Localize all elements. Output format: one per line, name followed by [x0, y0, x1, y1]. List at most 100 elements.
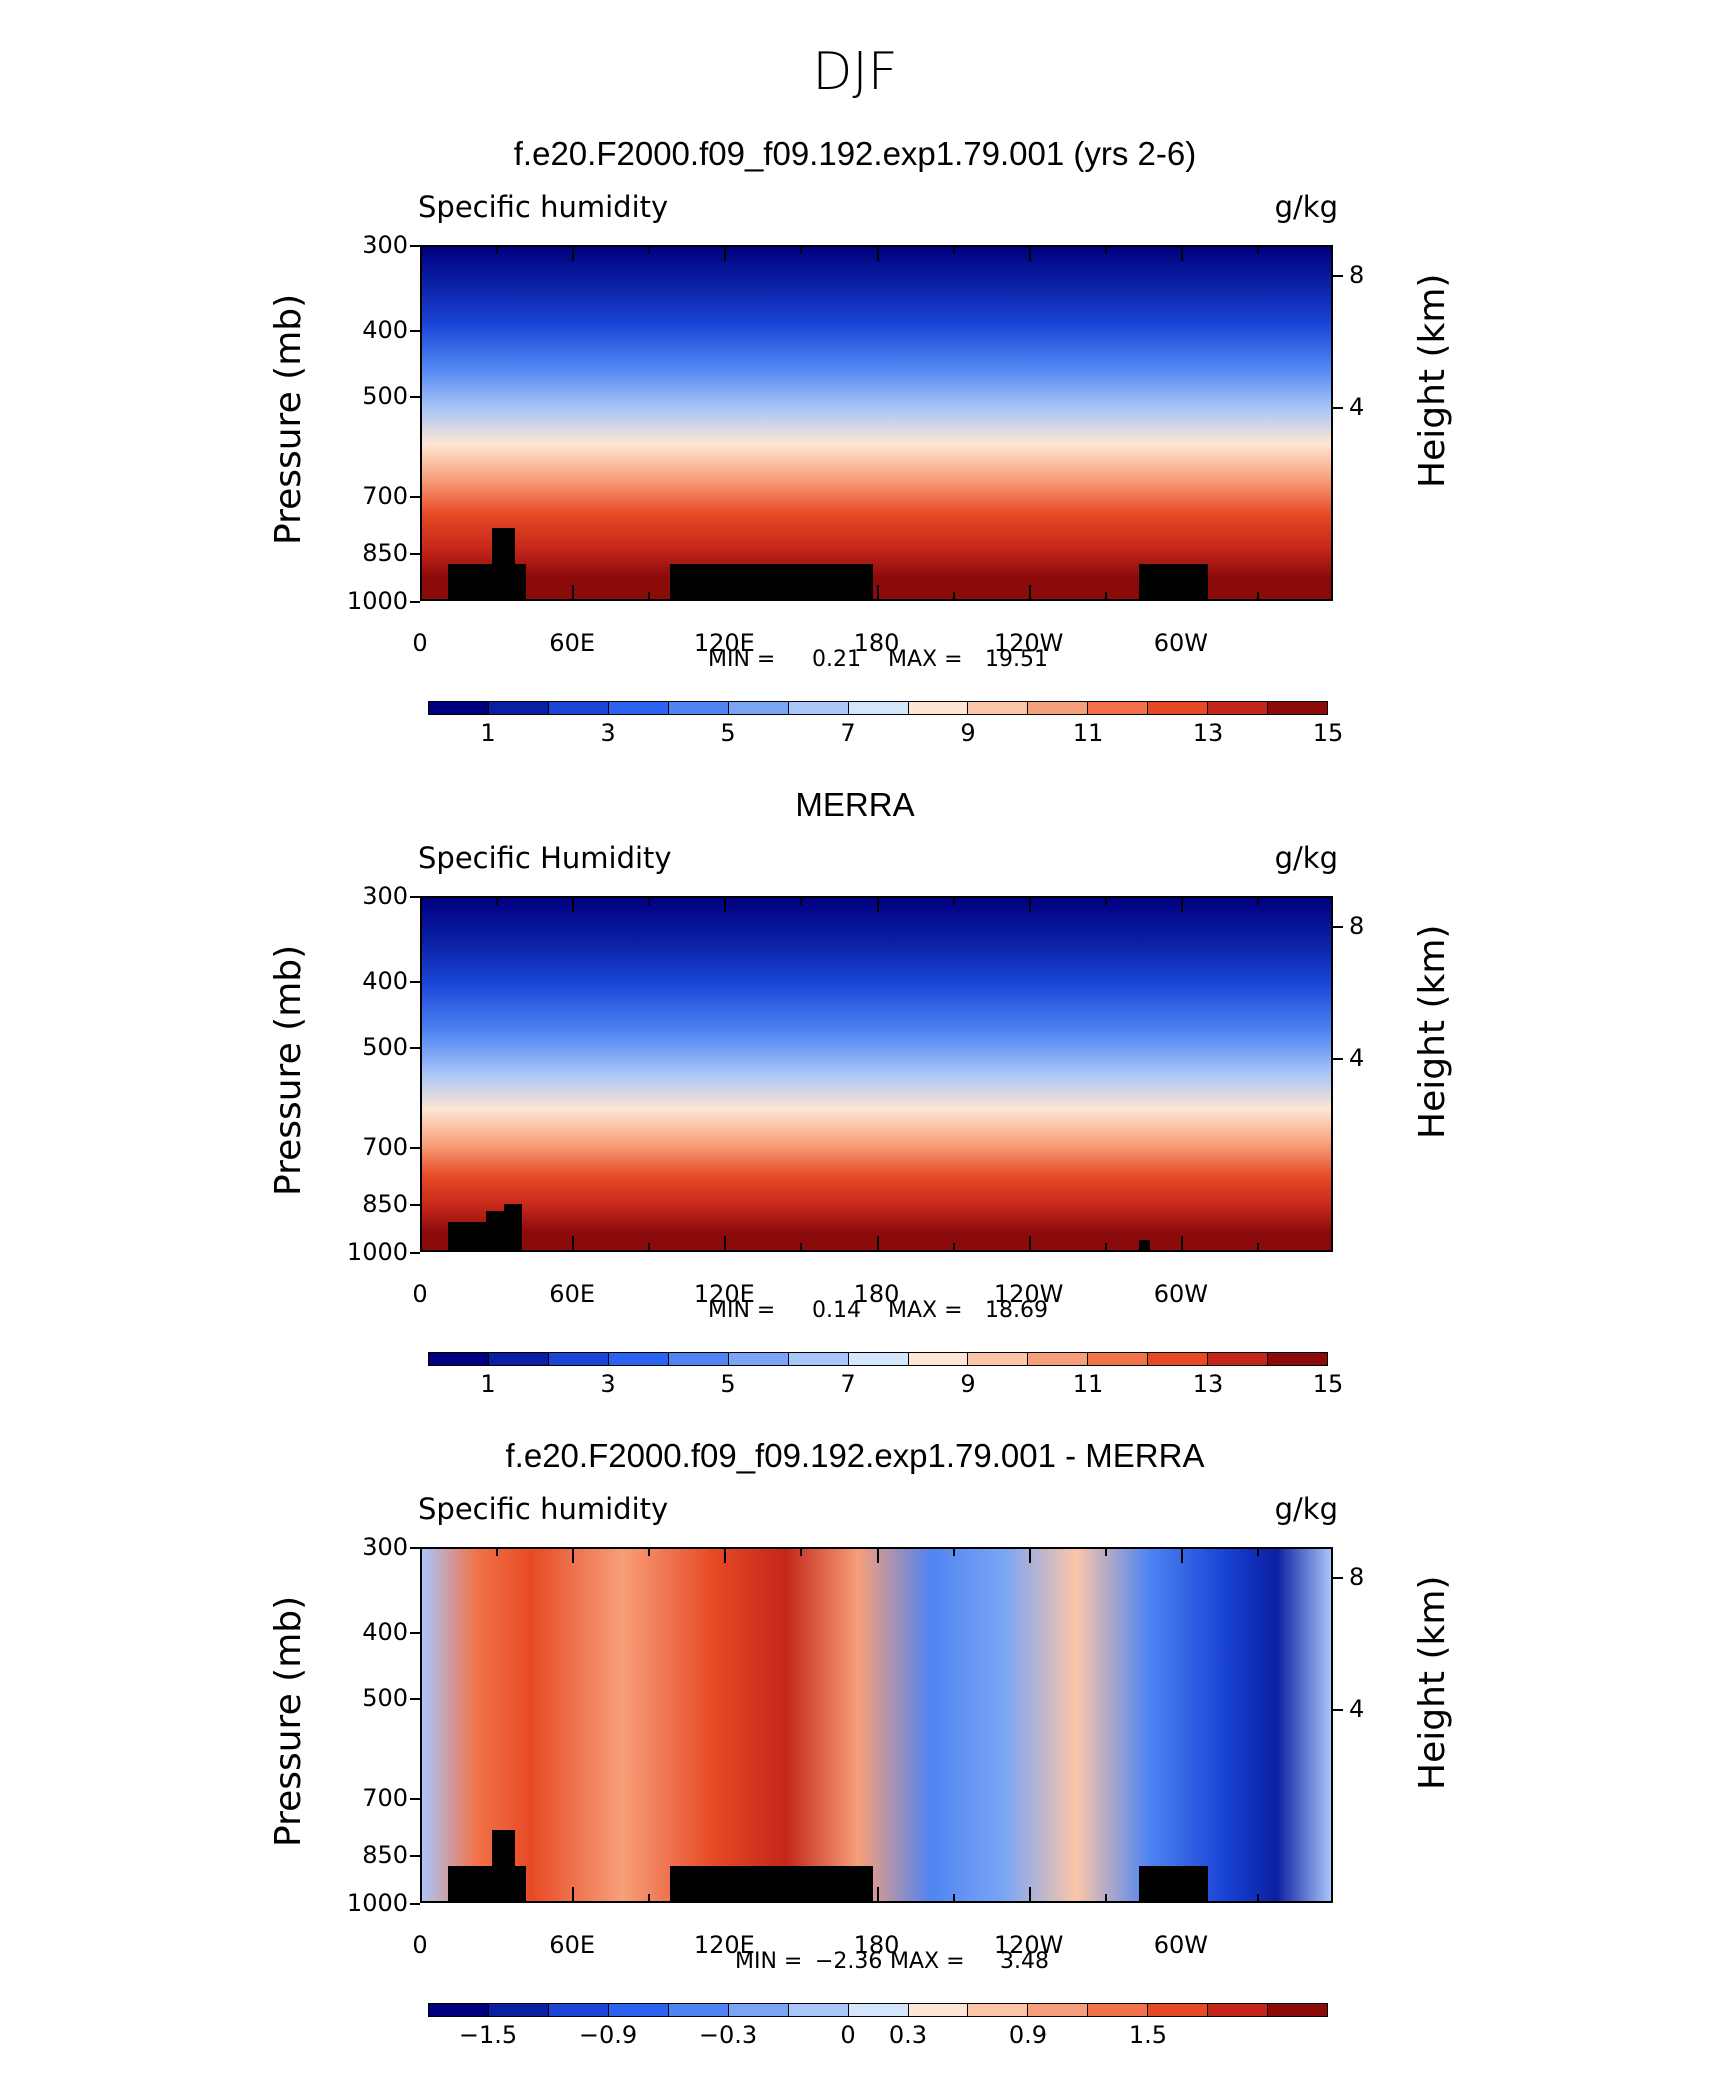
longitude-tick: [1028, 245, 1031, 261]
colorbar-segment: [1088, 2004, 1149, 2016]
figure-title: DJF: [812, 42, 898, 102]
longitude-tick: [1180, 1887, 1183, 1903]
colorbar-segment: [1148, 2004, 1209, 2016]
longitude-tick: [800, 1547, 803, 1556]
colorbar-segment: [1088, 1353, 1149, 1365]
colorbar-tick-label: 1: [480, 719, 496, 747]
colorbar-segment: [1208, 1353, 1269, 1365]
longitude-tick: [952, 592, 955, 601]
longitude-tick: [952, 1547, 955, 1556]
colorbar-segment: [429, 702, 489, 714]
longitude-tick: [1104, 1243, 1107, 1252]
units-label: g/kg: [1274, 190, 1338, 224]
longitude-tick: [496, 896, 499, 905]
colorbar-segment: [1028, 2004, 1089, 2016]
pressure-tick-label: 300: [362, 1533, 408, 1561]
colorbar-segment: [668, 2004, 729, 2016]
colorbar-segment: [429, 1353, 489, 1365]
colorbar-tick-label: 1: [480, 1370, 496, 1398]
min-label: MIN =: [708, 1298, 776, 1323]
pressure-tick: [410, 1252, 420, 1254]
longitude-tick: [572, 1547, 575, 1563]
longitude-tick: [648, 592, 651, 601]
longitude-tick: [1028, 1547, 1031, 1563]
height-tick: [1333, 926, 1343, 929]
longitude-tick: [648, 1243, 651, 1252]
longitude-tick: [648, 245, 651, 254]
colorbar-tick-label: 15: [1312, 719, 1344, 747]
topography-mask: [485, 1211, 505, 1250]
colorbar-tick-label: 3: [600, 1370, 616, 1398]
colorbar-tick-label: 3: [600, 719, 616, 747]
pressure-tick-label: 300: [362, 231, 408, 259]
height-tick: [1333, 1577, 1343, 1580]
longitude-tick: [876, 896, 879, 912]
colorbar-tick-label: 1.5: [1128, 2021, 1168, 2049]
longitude-tick: [1256, 1894, 1259, 1903]
longitude-tick: [724, 896, 727, 912]
topography-mask: [504, 1204, 523, 1250]
topography-mask: [1138, 563, 1209, 599]
longitude-tick: [496, 1243, 499, 1252]
height-axis-label: Height (km): [1412, 273, 1453, 488]
longitude-tick: [1180, 585, 1183, 601]
longitude-tick-label: 0: [412, 1280, 428, 1308]
longitude-tick: [648, 1894, 651, 1903]
max-label: MAX =: [890, 1949, 965, 1974]
colorbar-tick-label: 11: [1072, 1370, 1104, 1398]
height-tick-label: 8: [1349, 912, 1365, 941]
colorbar-segment: [608, 2004, 669, 2016]
longitude-tick: [952, 1894, 955, 1903]
max-value: 3.48: [1000, 1949, 1049, 1974]
longitude-tick-label: 60W: [1153, 1280, 1208, 1308]
longitude-tick-label: 0: [412, 629, 428, 657]
colorbar-segment: [788, 1353, 849, 1365]
colorbar-tick-label: 9: [960, 1370, 976, 1398]
pressure-tick: [410, 245, 420, 247]
topography-mask: [1138, 1865, 1209, 1901]
pressure-tick-label: 300: [362, 882, 408, 910]
longitude-tick: [1028, 896, 1031, 912]
longitude-tick: [648, 896, 651, 905]
colorbar-segment: [968, 2004, 1029, 2016]
colorbar-segment: [728, 1353, 789, 1365]
topography-mask: [492, 1830, 516, 1901]
pressure-tick: [410, 1797, 420, 1800]
colorbar-segment: [728, 2004, 789, 2016]
pressure-tick: [410, 896, 420, 898]
colorbar-tick-label: −0.3: [698, 2021, 758, 2049]
longitude-tick: [1104, 1894, 1107, 1903]
height-tick: [1333, 1057, 1343, 1060]
contour-plot: [420, 1547, 1333, 1903]
longitude-tick-label: 120E: [693, 629, 755, 657]
colorbar-tick-label: 5: [720, 1370, 736, 1398]
longitude-tick-label: 120E: [693, 1280, 755, 1308]
colorbar-segment: [608, 1353, 669, 1365]
pressure-tick-label: 700: [362, 1132, 408, 1161]
colorbar-segment: [548, 2004, 609, 2016]
longitude-tick: [572, 896, 575, 912]
colorbar-tick-label: 7: [840, 1370, 856, 1398]
min-label: MIN =: [708, 647, 776, 672]
colorbar-segment: [788, 2004, 849, 2016]
colorbar-tick-label: 0.3: [888, 2021, 928, 2049]
longitude-tick: [1256, 896, 1259, 905]
longitude-tick-label: 120W: [993, 1280, 1064, 1308]
longitude-tick-label: 60E: [549, 629, 595, 657]
longitude-tick: [876, 245, 879, 261]
longitude-tick: [800, 592, 803, 601]
pressure-tick-label: 400: [362, 316, 408, 345]
longitude-tick: [496, 1547, 499, 1556]
height-tick: [1333, 275, 1343, 278]
colorbar-segment: [908, 1353, 969, 1365]
longitude-tick-label: 60E: [549, 1931, 595, 1959]
longitude-tick: [1104, 245, 1107, 254]
longitude-tick: [1180, 245, 1183, 261]
pressure-tick: [410, 1047, 420, 1050]
colorbar-segment: [968, 1353, 1029, 1365]
longitude-tick: [724, 245, 727, 261]
colorbar-segment: [608, 702, 669, 714]
colorbar-tick-label: 7: [840, 719, 856, 747]
colorbar-segment: [848, 2004, 909, 2016]
topography-mask: [670, 563, 873, 599]
